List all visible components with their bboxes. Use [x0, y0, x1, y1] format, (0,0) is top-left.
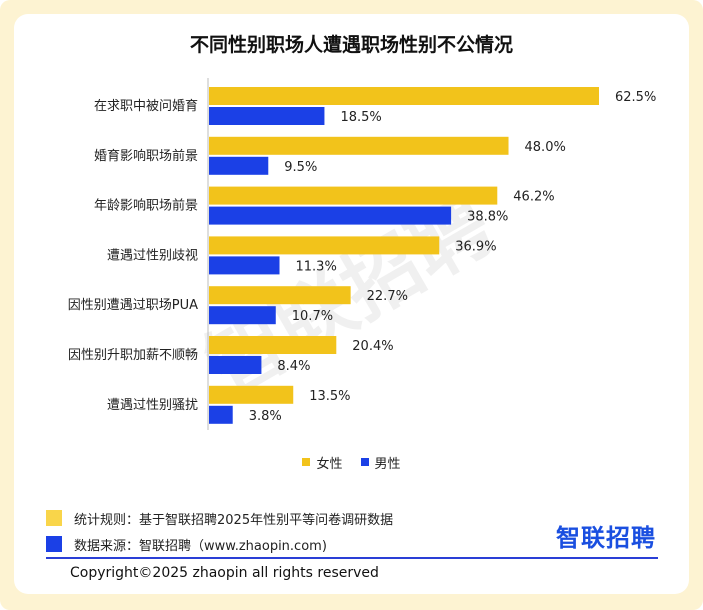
bar-chart: 在求职中被问婚育 62.5% 18.5% 婚育影响职场前景 48.0% 9.5% 年龄影响职…	[68, 78, 656, 430]
legend-item-female: 女性	[302, 453, 343, 472]
note-data-source-text: 数据来源：智联招聘（www.zhaopin.com)	[74, 538, 327, 554]
bar-female	[209, 236, 440, 255]
note-stat-rule: 统计规则：基于智联招聘2025年性别平等问卷调研数据	[46, 505, 393, 531]
bar-female	[209, 136, 509, 155]
note-swatch-blue	[46, 536, 62, 552]
bar-male	[209, 206, 452, 225]
data-label-female: 20.4%	[352, 339, 393, 354]
bar-female	[209, 87, 599, 105]
data-label-male: 18.5%	[340, 110, 381, 125]
bar-male	[209, 256, 280, 275]
data-label-female: 62.5%	[615, 90, 656, 105]
data-label-male: 38.8%	[467, 210, 508, 225]
category-label: 因性别升职加薪不顺畅	[68, 348, 198, 363]
note-swatch-yellow	[46, 510, 62, 526]
category-label: 婚育影响职场前景	[94, 148, 198, 164]
legend-label-male: 男性	[374, 456, 401, 472]
category-label: 遭遇过性别骚扰	[107, 398, 198, 413]
category-label: 因性别遭遇过职场PUA	[68, 298, 198, 313]
category-label: 年龄影响职场前景	[94, 198, 198, 214]
chart-title: 不同性别职场人遭遇职场性别不公情况	[189, 34, 513, 56]
bar-male	[209, 356, 262, 374]
category-label: 在求职中被问婚育	[94, 98, 198, 114]
footer-divider	[46, 557, 658, 559]
note-data-source: 数据来源：智联招聘（www.zhaopin.com)	[46, 531, 393, 557]
bar-male	[209, 405, 233, 424]
data-label-male: 8.4%	[277, 359, 310, 374]
data-label-male: 11.3%	[296, 259, 337, 274]
chart-card	[14, 14, 689, 594]
legend-swatch-male	[360, 458, 369, 466]
bar-female	[209, 286, 351, 305]
data-label-female: 13.5%	[309, 389, 350, 404]
note-stat-rule-text: 统计规则：基于智联招聘2025年性别平等问卷调研数据	[74, 512, 394, 528]
category-label: 遭遇过性别歧视	[107, 248, 198, 263]
legend: 女性 男性	[0, 452, 703, 472]
bar-male	[209, 156, 269, 175]
bar-female	[209, 186, 498, 205]
data-label-male: 3.8%	[249, 409, 282, 424]
data-label-female: 22.7%	[367, 289, 408, 304]
data-label-male: 9.5%	[284, 160, 317, 175]
data-label-female: 36.9%	[455, 239, 496, 254]
bar-male	[209, 107, 325, 125]
bar-male	[209, 306, 276, 325]
footnotes: 统计规则：基于智联招聘2025年性别平等问卷调研数据 数据来源：智联招聘（www…	[46, 505, 393, 557]
data-label-female: 48.0%	[525, 140, 566, 155]
bar-female	[209, 385, 294, 404]
bar-female	[209, 336, 337, 354]
legend-item-male: 男性	[360, 453, 401, 472]
data-label-male: 10.7%	[292, 309, 333, 324]
copyright-text: Copyright©2025 zhaopin all rights reserv…	[70, 565, 379, 581]
data-label-female: 46.2%	[513, 190, 554, 205]
legend-label-female: 女性	[316, 456, 343, 472]
brand-logo: 智联招聘	[556, 524, 656, 552]
legend-swatch-female	[302, 458, 311, 466]
